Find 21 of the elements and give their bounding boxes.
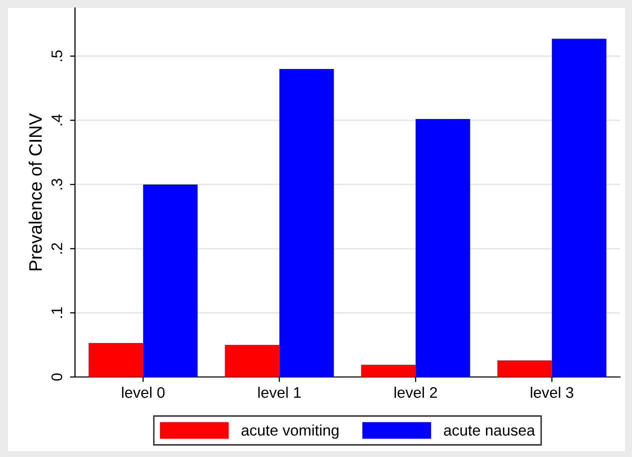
bar [279, 68, 334, 377]
x-tick-label: level 3 [530, 386, 574, 398]
x-tick-label: level 2 [394, 386, 437, 398]
y-tick-label: .1 [52, 307, 62, 318]
bar [497, 360, 552, 377]
y-tick-label: .2 [51, 243, 62, 254]
y-tick-label: 0 [51, 373, 62, 381]
y-axis-title: Prevalence of CINV [28, 113, 42, 270]
y-tick-label: .5 [52, 50, 62, 62]
y-tick-label: .4 [52, 114, 62, 126]
bar [224, 344, 280, 377]
x-tick-label: level 1 [258, 386, 301, 398]
bar [143, 184, 198, 377]
legend-label: acute vomiting [242, 424, 338, 439]
legend-label: acute nausea [444, 426, 536, 436]
x-tick-label: level 0 [122, 386, 165, 398]
bar [88, 342, 144, 377]
y-tick-label: .3 [51, 178, 62, 190]
bar [361, 364, 416, 377]
bar [416, 119, 470, 377]
bar [552, 38, 606, 377]
